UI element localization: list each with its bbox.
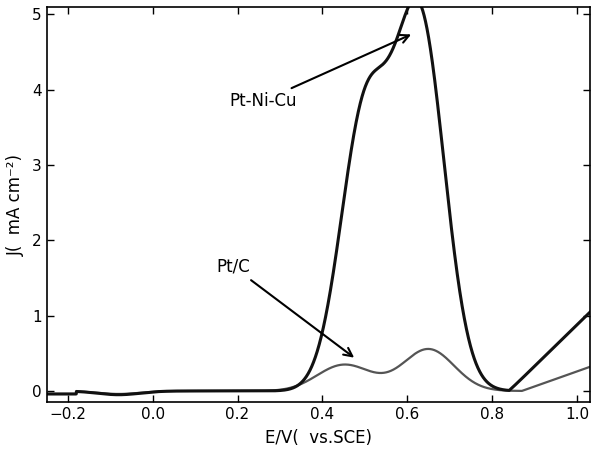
Y-axis label: J(  mA cm⁻²): J( mA cm⁻²): [7, 153, 25, 256]
Text: Pt/C: Pt/C: [216, 258, 352, 356]
Text: Pt-Ni-Cu: Pt-Ni-Cu: [229, 35, 409, 110]
X-axis label: E/V(  vs.SCE): E/V( vs.SCE): [265, 429, 372, 447]
